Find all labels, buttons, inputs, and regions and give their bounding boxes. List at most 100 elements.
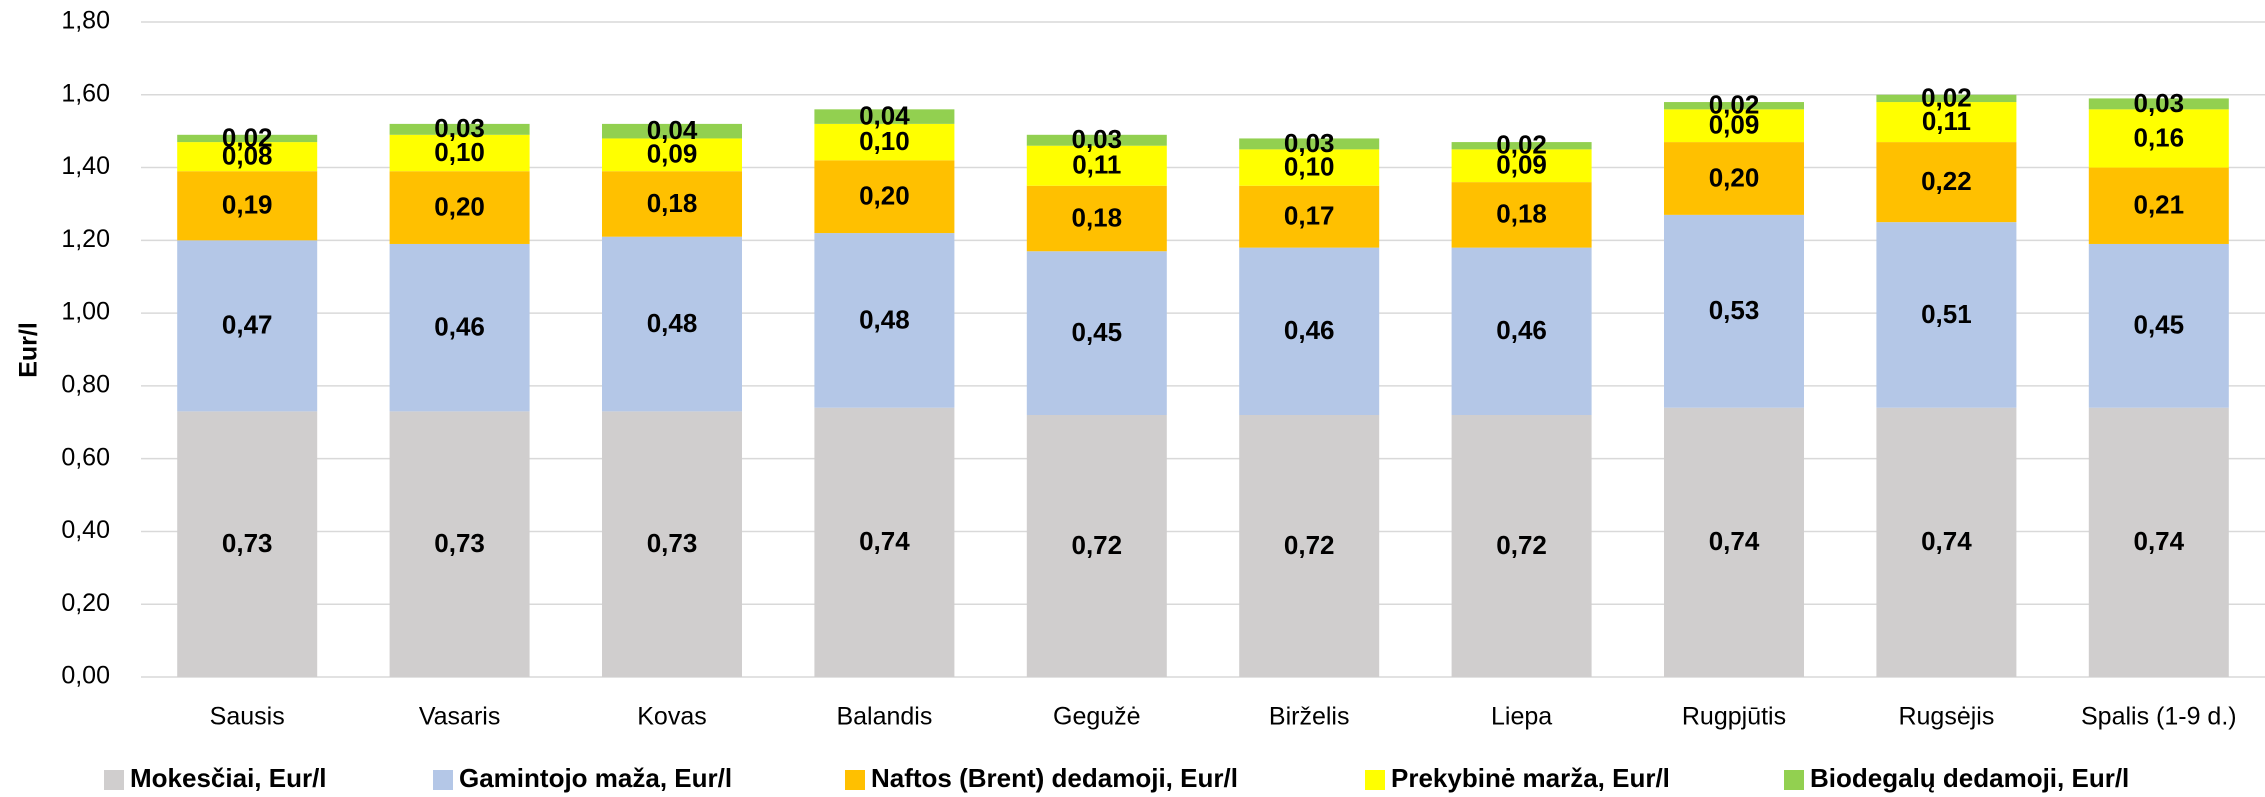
data-label: 0,10 bbox=[434, 137, 485, 167]
data-label: 0,02 bbox=[1496, 130, 1547, 160]
data-label: 0,02 bbox=[222, 122, 273, 152]
y-tick-label: 1,00 bbox=[61, 298, 110, 326]
data-label: 0,11 bbox=[1922, 106, 1971, 136]
legend-label: Prekybinė marža, Eur/l bbox=[1391, 763, 1670, 793]
bar-segment bbox=[1026, 251, 1167, 415]
bar-segment bbox=[389, 134, 530, 172]
legend-swatch bbox=[433, 770, 453, 790]
x-tick-label: Vasaris bbox=[419, 703, 501, 731]
bar-segment bbox=[177, 240, 318, 412]
legend-swatch bbox=[845, 770, 865, 790]
bar-segment bbox=[389, 411, 530, 677]
data-label: 0,46 bbox=[1284, 315, 1335, 345]
data-label: 0,20 bbox=[859, 181, 910, 211]
legend-label: Gamintojo maža, Eur/l bbox=[459, 763, 732, 793]
legend-swatch bbox=[104, 770, 124, 790]
data-label: 0,08 bbox=[222, 141, 273, 171]
bar-segment bbox=[814, 123, 955, 161]
bar-segment bbox=[2088, 109, 2229, 168]
x-tick-label: Gegužė bbox=[1053, 703, 1141, 731]
y-tick-label: 1,40 bbox=[61, 152, 110, 180]
data-label: 0,48 bbox=[859, 304, 910, 334]
bar-segment bbox=[602, 138, 742, 172]
bar-segment bbox=[1451, 182, 1592, 248]
legend-swatch bbox=[1365, 770, 1385, 790]
data-label: 0,72 bbox=[1071, 530, 1122, 560]
x-tick-label: Kovas bbox=[637, 703, 706, 731]
x-tick-label: Rugpjūtis bbox=[1682, 703, 1786, 731]
bar-segment bbox=[602, 123, 742, 139]
y-tick-label: 1,20 bbox=[61, 225, 110, 253]
bar-segment bbox=[2088, 98, 2229, 110]
bar-segment bbox=[2088, 243, 2229, 408]
data-label: 0,18 bbox=[1496, 199, 1547, 229]
y-tick-label: 0,80 bbox=[61, 370, 110, 398]
data-label: 0,73 bbox=[647, 528, 698, 558]
bar-segment bbox=[1026, 134, 1167, 146]
data-label: 0,09 bbox=[1496, 150, 1547, 180]
data-label: 0,73 bbox=[222, 528, 273, 558]
data-label: 0,03 bbox=[2133, 88, 2184, 118]
data-label: 0,74 bbox=[1921, 526, 1972, 556]
bar-segment bbox=[1876, 102, 2017, 143]
data-label: 0,21 bbox=[2133, 190, 2184, 220]
bar-segment bbox=[1239, 247, 1380, 415]
bar-segment bbox=[1664, 109, 1804, 143]
bar-segment bbox=[177, 142, 318, 172]
bar-segment bbox=[602, 411, 742, 677]
data-label: 0,10 bbox=[859, 126, 910, 156]
bar-segment bbox=[1664, 102, 1804, 110]
bar-segment bbox=[1876, 94, 2017, 103]
data-label: 0,74 bbox=[859, 526, 910, 556]
bar-segment bbox=[1239, 138, 1380, 150]
x-tick-label: Spalis (1-9 d.) bbox=[2081, 703, 2237, 731]
x-tick-label: Birželis bbox=[1269, 703, 1350, 731]
data-label: 0,03 bbox=[434, 113, 485, 143]
data-label: 0,11 bbox=[1072, 150, 1121, 180]
y-tick-label: 1,60 bbox=[61, 79, 110, 107]
y-tick-label: 0,40 bbox=[61, 516, 110, 544]
bar-segment bbox=[177, 411, 318, 677]
data-label: 0,20 bbox=[434, 191, 485, 221]
bar-segment bbox=[1451, 142, 1592, 150]
data-label: 0,73 bbox=[434, 528, 485, 558]
bar-segment bbox=[1664, 142, 1804, 215]
bar-segment bbox=[1876, 142, 2017, 223]
bar-segment bbox=[1451, 415, 1592, 677]
bar-segment bbox=[1664, 214, 1804, 408]
data-label: 0,09 bbox=[647, 139, 698, 169]
bar-segment bbox=[177, 134, 318, 143]
data-label: 0,03 bbox=[1284, 128, 1335, 158]
bar-segment bbox=[814, 160, 955, 234]
bar-segment bbox=[1026, 185, 1167, 252]
bar-segment bbox=[1876, 407, 2017, 677]
bar-segment bbox=[814, 407, 955, 677]
data-label: 0,74 bbox=[2133, 526, 2184, 556]
bar-segment bbox=[389, 243, 530, 412]
legend-label: Biodegalų dedamoji, Eur/l bbox=[1810, 763, 2129, 793]
data-label: 0,10 bbox=[1284, 151, 1335, 181]
data-label: 0,74 bbox=[1709, 526, 1760, 556]
data-label: 0,46 bbox=[1496, 315, 1547, 345]
data-label: 0,53 bbox=[1709, 295, 1760, 325]
y-tick-label: 1,80 bbox=[61, 7, 110, 35]
bar-segment bbox=[1026, 415, 1167, 677]
bar-segment bbox=[1239, 415, 1380, 677]
data-label: 0,47 bbox=[222, 310, 273, 340]
x-tick-label: Liepa bbox=[1491, 703, 1552, 731]
data-label: 0,48 bbox=[647, 308, 698, 338]
data-label: 0,72 bbox=[1496, 530, 1547, 560]
data-label: 0,19 bbox=[222, 190, 273, 220]
data-label: 0,18 bbox=[647, 188, 698, 218]
data-label: 0,51 bbox=[1921, 299, 1972, 329]
data-label: 0,22 bbox=[1921, 166, 1972, 196]
data-label: 0,20 bbox=[1709, 162, 1760, 192]
bar-segment bbox=[389, 171, 530, 244]
data-label: 0,02 bbox=[1709, 90, 1760, 120]
bar-segment bbox=[602, 171, 742, 237]
data-label: 0,45 bbox=[2133, 310, 2184, 340]
data-label: 0,09 bbox=[1709, 110, 1760, 140]
data-label: 0,18 bbox=[1071, 202, 1122, 232]
bar-segment bbox=[1451, 247, 1592, 415]
bar-segment bbox=[1451, 149, 1592, 183]
